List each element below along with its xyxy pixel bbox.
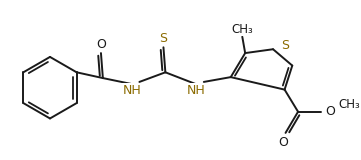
- Text: NH: NH: [122, 84, 141, 97]
- Text: NH: NH: [187, 84, 205, 97]
- Text: CH₃: CH₃: [338, 99, 360, 112]
- Text: S: S: [160, 32, 168, 45]
- Text: S: S: [281, 39, 289, 52]
- Text: O: O: [96, 38, 106, 51]
- Text: O: O: [279, 136, 288, 149]
- Text: CH₃: CH₃: [231, 23, 253, 36]
- Text: O: O: [325, 105, 335, 118]
